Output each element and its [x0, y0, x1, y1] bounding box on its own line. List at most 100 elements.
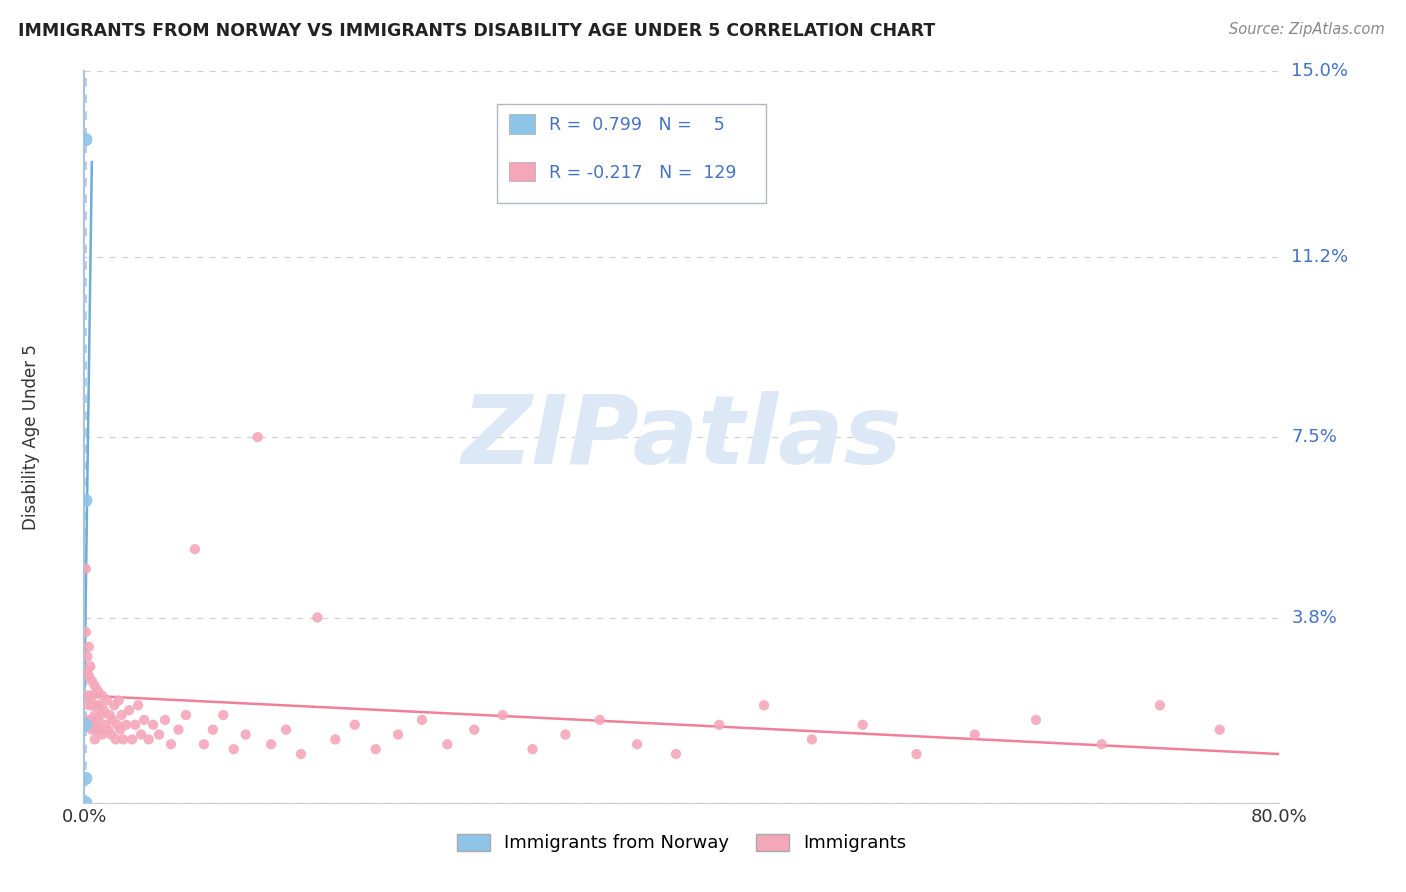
Point [80, 673, 103, 688]
Point [89, 723, 111, 737]
Point [75, 562, 97, 576]
Point [75, 772, 97, 786]
Text: R =  0.799   N =    5: R = 0.799 N = 5 [550, 117, 725, 135]
Point [589, 713, 612, 727]
Point [905, 747, 928, 761]
FancyBboxPatch shape [496, 104, 766, 203]
Point [436, 737, 458, 751]
Point [80, 723, 103, 737]
Point [138, 732, 160, 747]
Point [76, 689, 98, 703]
Point [76, 664, 98, 678]
Point [105, 718, 128, 732]
Point [411, 713, 433, 727]
Point [492, 708, 515, 723]
Point [94, 718, 117, 732]
Point [90, 708, 112, 723]
Text: Source: ZipAtlas.com: Source: ZipAtlas.com [1229, 22, 1385, 37]
Point [86, 723, 108, 737]
Point [1025, 713, 1047, 727]
Text: 11.2%: 11.2% [1292, 248, 1348, 266]
Point [387, 727, 409, 741]
Point [79, 689, 101, 703]
Point [75, 493, 97, 508]
Point [665, 747, 688, 761]
Point [153, 713, 176, 727]
Point [963, 727, 986, 741]
Point [201, 723, 224, 737]
Point [98, 708, 121, 723]
Point [77, 640, 100, 654]
Point [260, 737, 283, 751]
Point [112, 732, 135, 747]
Point [364, 742, 387, 756]
Point [79, 718, 101, 732]
Point [343, 718, 366, 732]
Point [76, 649, 98, 664]
Point [148, 727, 170, 741]
Point [110, 723, 132, 737]
Point [307, 610, 329, 624]
Legend: Immigrants from Norway, Immigrants: Immigrants from Norway, Immigrants [450, 826, 914, 860]
Point [121, 732, 143, 747]
Point [325, 732, 347, 747]
Point [1091, 737, 1114, 751]
Point [91, 727, 114, 741]
Point [83, 732, 105, 747]
Text: R = -0.217   N =  129: R = -0.217 N = 129 [550, 164, 737, 182]
Point [97, 723, 120, 737]
Point [174, 708, 197, 723]
Point [79, 659, 101, 673]
Text: 15.0%: 15.0% [1292, 62, 1348, 80]
Point [75, 796, 97, 810]
Point [100, 727, 122, 741]
Point [132, 713, 156, 727]
Point [124, 718, 146, 732]
Point [101, 713, 124, 727]
Point [93, 703, 115, 717]
Text: Disability Age Under 5: Disability Age Under 5 [21, 344, 39, 530]
Point [115, 718, 138, 732]
Point [77, 669, 100, 683]
Point [104, 732, 127, 747]
Point [246, 430, 269, 444]
Point [118, 703, 141, 717]
Point [852, 718, 875, 732]
Point [127, 698, 149, 713]
Point [193, 737, 215, 751]
Point [86, 698, 108, 713]
Point [222, 742, 245, 756]
Point [82, 689, 104, 703]
Point [96, 693, 118, 707]
Point [87, 683, 110, 698]
Point [184, 542, 207, 557]
Point [274, 723, 297, 737]
Point [626, 737, 648, 751]
FancyBboxPatch shape [509, 114, 534, 134]
Point [89, 698, 111, 713]
Point [107, 693, 129, 707]
Point [80, 698, 103, 713]
Point [290, 747, 312, 761]
Point [87, 713, 110, 727]
Point [82, 718, 104, 732]
Point [83, 679, 105, 693]
Point [111, 708, 134, 723]
Point [75, 625, 97, 640]
Point [752, 698, 775, 713]
Point [83, 708, 105, 723]
Point [77, 713, 100, 727]
Point [709, 718, 731, 732]
FancyBboxPatch shape [509, 161, 534, 181]
Point [91, 689, 114, 703]
Point [129, 727, 152, 741]
Point [1209, 723, 1232, 737]
Point [235, 727, 257, 741]
Point [77, 698, 100, 713]
Text: 3.8%: 3.8% [1292, 608, 1337, 626]
Point [160, 737, 183, 751]
Point [463, 723, 485, 737]
Point [167, 723, 190, 737]
Point [522, 742, 544, 756]
Point [142, 718, 165, 732]
